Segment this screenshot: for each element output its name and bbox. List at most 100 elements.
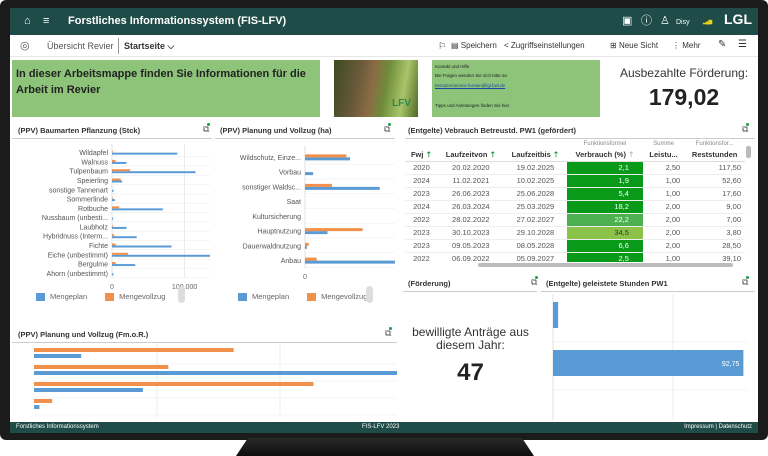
table-vertical-scrollbar[interactable] [746, 146, 751, 158]
logo-bars-icon: ▂▄▆ [703, 19, 712, 25]
panel-settings-icon[interactable]: ⧉ [531, 276, 539, 287]
sort-icon[interactable]: ⇡ [425, 149, 432, 159]
table-row[interactable]: 2023 26.06.2023 25.06.2028 5,4 1,00 17,60 [405, 187, 745, 200]
user-name[interactable]: Disy [676, 19, 690, 26]
table-cell: 2023 [413, 189, 430, 198]
table-cell: 2023 [413, 241, 430, 250]
table-row[interactable]: 2024 26.03.2024 25.03.2029 18,2 2,00 9,00 [405, 200, 745, 213]
table-cell: 06.09.2022 [452, 254, 490, 262]
table-cell: 52,60 [722, 176, 741, 185]
table-cell: 117,50 [718, 163, 741, 172]
legend-scrollbar[interactable] [178, 286, 185, 303]
panel-settings-icon[interactable]: ⧉ [742, 276, 750, 287]
category-label: Rotbuche [78, 206, 108, 213]
payout-value: 179,02 [648, 84, 720, 110]
column-header[interactable]: Laufzeitvon ⇡ [445, 149, 496, 159]
sort-icon[interactable]: ⇡ [552, 149, 560, 159]
tips-link[interactable]: Tipps und Anleitungen finden Sie hier [435, 103, 510, 108]
new-view-button[interactable]: ⊞ Neue Sicht [610, 41, 659, 50]
column-header[interactable]: Verbrauch (%) ⇡ [575, 149, 635, 159]
category-label: sonstige Tannenart [49, 187, 108, 194]
super-header-cell: Funktionsfor... [695, 140, 734, 147]
panel-settings-icon[interactable]: ⧉ [384, 123, 392, 134]
panel-settings-icon[interactable]: ⧉ [742, 123, 750, 134]
bar-vollzug [112, 243, 116, 246]
category-label: Hybridnuss (Interm... [43, 234, 108, 241]
table-cell: 2022 [413, 254, 430, 262]
table-cell: 08.05.2028 [516, 241, 555, 250]
menu-icon[interactable]: ≡ [43, 15, 50, 27]
user-icon[interactable]: ♙ [660, 15, 670, 27]
panel-title: (PPV) Planung und Vollzug (ha) [220, 126, 332, 135]
chart-fmor [34, 344, 397, 418]
sort-icon[interactable]: ⇡ [489, 149, 496, 159]
panel-title: (Entgelte) Vebrauch Betreustd. PW1 (gefö… [408, 126, 576, 135]
more-button[interactable]: ⋮ Mehr [672, 41, 701, 50]
bar-plan [34, 371, 397, 375]
bar-plan [112, 254, 210, 257]
legend-swatch-vollzug [105, 293, 115, 302]
bar-vollzug [305, 154, 347, 158]
table-row[interactable]: 2023 09.05.2023 08.05.2028 6,6 2,00 28,50 [405, 239, 745, 252]
bar-plan [305, 157, 350, 161]
bar-plan [112, 171, 196, 174]
table-cell: 34,5 [566, 226, 643, 239]
legend-swatch-plan [238, 293, 247, 302]
contact-email-link[interactable]: benutzerservice.forsten@lgl.bwl.de [435, 83, 506, 88]
table-row[interactable]: 2024 11.02.2021 10.02.2025 1,9 1,00 52,60 [405, 174, 745, 187]
category-label: Speierling [77, 178, 108, 185]
legend-scrollbar[interactable] [366, 286, 373, 303]
footer-links[interactable]: Impressum | Datenschutz [684, 424, 752, 430]
database-icon[interactable]: ☰ [738, 39, 747, 50]
sort-icon[interactable]: ⇡ [628, 149, 635, 159]
contact-title: Kontakt und Hilfe [435, 64, 470, 69]
legend-swatch-vollzug [307, 293, 317, 302]
legend-plan[interactable]: Mengeplan [50, 292, 88, 301]
legend: Mengeplan Mengevollzug [238, 292, 368, 302]
bar-plan [34, 405, 40, 409]
bar-vollzug [112, 178, 121, 181]
table-cell: 2,00 [665, 202, 681, 211]
save-button[interactable]: ▤ Speichern [451, 41, 497, 50]
category-label: Kultursicherung [252, 214, 301, 221]
bar-plan [112, 152, 178, 155]
page-selector[interactable]: Startseite ⌵ [124, 41, 175, 51]
overview-link[interactable]: Übersicht Revier [47, 41, 114, 51]
bar-stunden [553, 350, 744, 376]
panel-settings-icon[interactable]: ⧉ [203, 123, 211, 134]
category-label: Dauerwaldnutzung [243, 243, 301, 250]
screen-icon[interactable]: ▣ [622, 15, 633, 27]
legend-plan[interactable]: Mengeplan [252, 292, 290, 301]
table-horizontal-scrollbar[interactable] [478, 263, 733, 267]
table-row[interactable]: 2022 06.09.2022 05.09.2027 2,5 1,00 39,10 [405, 252, 745, 262]
table-cell: 2,1 [566, 161, 643, 174]
bar-vollzug [112, 159, 116, 162]
table-row[interactable]: 2020 20.02.2020 19.02.2025 2,1 2,50 117,50 [405, 161, 745, 174]
legend-vollzug[interactable]: Mengevollzug [119, 292, 166, 301]
column-header[interactable]: Reststunden [691, 149, 738, 159]
target-icon[interactable]: ◎ [20, 40, 30, 52]
bar-plan [112, 208, 163, 211]
access-button[interactable]: < Zugriffseinstellungen [504, 41, 585, 50]
bar-plan [112, 236, 137, 239]
table-header: Fwj ⇡ Laufzeitvon ⇡ Laufzeitbis ⇡ Verbrauch… [405, 148, 745, 161]
bookmark-icon[interactable]: ⚐ [438, 41, 447, 51]
bar-vollzug [112, 234, 115, 237]
table-row[interactable]: 2023 30.10.2023 29.10.2028 34,5 2,00 3,80 [405, 226, 745, 239]
table-cell: 20.02.2020 [452, 163, 490, 172]
column-header[interactable]: Laufzeitbis ⇡ [511, 149, 560, 159]
divider [12, 138, 212, 139]
chart-baumarten: 0100.000WildapfelWalnussTulpenbaumSpeier… [42, 144, 210, 290]
table-cell: 22,2 [566, 213, 643, 226]
legend-vollzug[interactable]: Mengevollzug [321, 292, 368, 301]
column-header[interactable]: Leistu... [649, 149, 678, 159]
bar-vollzug [305, 242, 309, 246]
table-row[interactable]: 2022 28.02.2022 27.02.2027 22,2 2,00 7,00 [405, 213, 745, 226]
panel-settings-icon[interactable]: ⧉ [385, 327, 393, 338]
home-icon[interactable]: ⌂ [24, 15, 31, 27]
bar-vollzug [112, 224, 113, 227]
bar-plan [305, 260, 395, 264]
edit-icon[interactable]: ✎ [718, 39, 727, 50]
column-header[interactable]: Fwj ⇡ [410, 149, 432, 159]
help-icon[interactable]: ⓘ [641, 15, 652, 27]
